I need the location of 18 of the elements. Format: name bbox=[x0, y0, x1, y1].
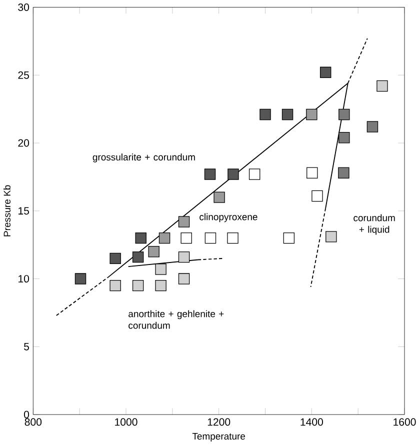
y-tick-label: 15 bbox=[18, 207, 30, 215]
x-axis-title: Temperature bbox=[192, 432, 246, 442]
annotation: corundum + liquid bbox=[354, 214, 395, 235]
y-tick-label: 0 bbox=[24, 410, 30, 418]
x-tick-label: 1200 bbox=[208, 418, 230, 426]
x-tick-label: 1600 bbox=[394, 418, 416, 426]
y-tick-label: 20 bbox=[18, 139, 30, 147]
y-tick-label: 25 bbox=[18, 71, 30, 79]
annotation: clinopyroxene bbox=[200, 213, 258, 222]
x-tick-label: 1000 bbox=[115, 418, 138, 426]
annotation: grossularite + corundum bbox=[92, 154, 196, 162]
x-tick-label: 800 bbox=[24, 418, 42, 426]
y-tick-label: 30 bbox=[18, 4, 30, 11]
y-tick-label: 5 bbox=[24, 342, 30, 350]
y-tick-label: 10 bbox=[18, 275, 30, 283]
y-axis-title: Pressure Kb bbox=[4, 185, 11, 236]
x-tick-label: 1400 bbox=[300, 418, 324, 426]
annotation: anorthite + gehlenite + corundum bbox=[128, 310, 224, 329]
